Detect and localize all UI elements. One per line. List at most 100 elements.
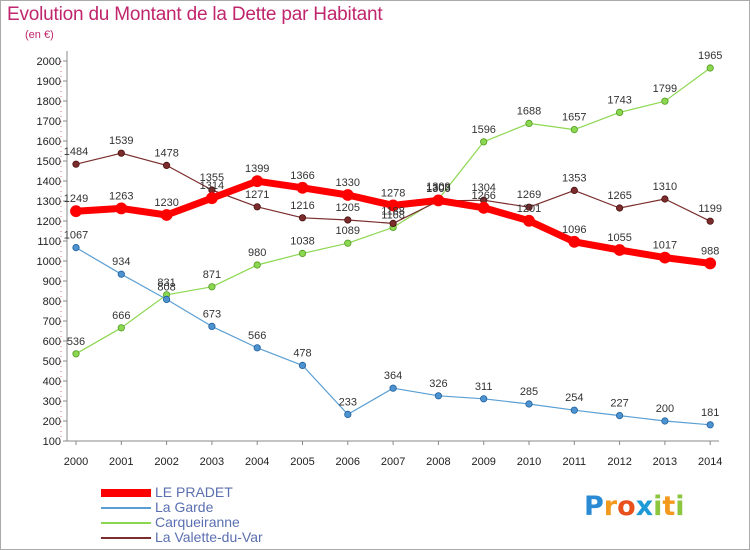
data-label-la-garde: 233	[339, 396, 357, 408]
legend-label: La Garde	[155, 499, 214, 515]
x-tick-label: 2012	[607, 456, 631, 468]
data-label-la-valette-du-var: 1304	[471, 182, 495, 194]
y-tick-label: 700	[43, 316, 61, 328]
data-label-la-valette-du-var: 1478	[154, 147, 178, 159]
data-label-la-garde: 566	[248, 330, 266, 342]
data-point-le-pradet	[387, 199, 400, 212]
data-point-le-pradet	[704, 257, 717, 270]
y-tick-label: 1300	[37, 196, 61, 208]
x-tick-label: 2000	[64, 456, 88, 468]
data-point-la-valette-du-var	[661, 195, 669, 203]
data-point-carqueiranne	[117, 324, 125, 332]
data-point-le-pradet	[160, 209, 173, 221]
data-point-la-garde	[72, 244, 80, 252]
x-tick-label: 2011	[562, 456, 586, 468]
data-label-le-pradet: 1055	[607, 232, 631, 244]
data-point-carqueiranne	[661, 97, 669, 105]
proxiti-logo: Proxiti	[584, 491, 685, 522]
data-point-carqueiranne	[615, 108, 624, 117]
y-tick-label: 2000	[37, 56, 61, 68]
x-tick-label: 2005	[290, 456, 314, 468]
legend-label: Carqueiranne	[155, 514, 240, 530]
x-tick-label: 2006	[336, 456, 360, 468]
data-label-la-valette-du-var: 1216	[290, 200, 314, 212]
data-point-la-garde	[208, 322, 216, 330]
data-label-la-valette-du-var: 1355	[200, 172, 224, 184]
data-point-la-valette-du-var	[570, 186, 578, 194]
x-tick-label: 2013	[653, 456, 677, 468]
data-label-la-valette-du-var: 1269	[517, 189, 541, 201]
data-label-carqueiranne: 1038	[290, 235, 314, 247]
data-point-le-pradet	[341, 189, 354, 201]
data-point-la-valette-du-var	[389, 219, 397, 227]
data-label-carqueiranne: 666	[112, 310, 130, 322]
data-point-carqueiranne	[525, 119, 533, 128]
y-tick-label: 200	[43, 416, 61, 428]
data-label-carqueiranne: 980	[248, 247, 266, 259]
data-label-la-valette-du-var: 1539	[109, 135, 133, 147]
data-point-la-valette-du-var	[298, 214, 307, 222]
x-tick-label: 2004	[245, 456, 269, 468]
y-tick-label: 800	[43, 296, 61, 308]
y-tick-label: 1700	[37, 116, 61, 128]
x-tick-label: 2014	[698, 456, 722, 468]
legend-swatch	[101, 489, 151, 497]
logo-letter: i	[653, 491, 663, 522]
data-label-le-pradet: 1017	[653, 240, 677, 252]
data-point-le-pradet	[205, 192, 218, 205]
data-point-le-pradet	[523, 214, 535, 227]
data-label-carqueiranne: 1168	[381, 209, 405, 221]
data-point-la-garde	[117, 270, 125, 278]
data-point-le-pradet	[613, 244, 626, 256]
data-label-la-garde: 200	[656, 403, 674, 415]
legend-label: LE PRADET	[155, 484, 233, 500]
data-label-le-pradet: 1314	[200, 180, 224, 192]
data-point-le-pradet	[659, 251, 671, 264]
y-tick-label: 1900	[37, 76, 61, 88]
legend-swatch	[101, 522, 151, 524]
data-label-la-garde: 478	[293, 347, 311, 359]
data-label-le-pradet: 1330	[336, 177, 360, 189]
data-point-carqueiranne	[208, 283, 216, 291]
y-tick-label: 1600	[37, 136, 61, 148]
data-point-carqueiranne	[344, 239, 352, 247]
data-point-la-garde	[434, 392, 442, 400]
logo-letter: t	[662, 491, 676, 522]
data-point-la-garde	[298, 361, 307, 369]
data-point-la-garde	[661, 417, 669, 425]
data-point-la-garde	[525, 400, 533, 408]
data-point-le-pradet	[115, 202, 128, 215]
data-label-la-garde: 934	[112, 256, 130, 268]
data-label-carqueiranne: 1688	[517, 105, 541, 117]
y-tick-label: 600	[43, 336, 61, 348]
data-label-la-valette-du-var: 1271	[245, 189, 269, 201]
data-point-carqueiranne	[72, 350, 80, 358]
data-label-la-garde: 227	[610, 398, 628, 410]
y-tick-label: 900	[43, 276, 61, 288]
y-tick-label: 400	[43, 376, 61, 388]
y-tick-label: 1000	[37, 256, 61, 268]
data-point-carqueiranne	[298, 249, 307, 257]
data-label-la-garde: 326	[429, 378, 447, 390]
y-tick-label: 100	[43, 436, 61, 448]
data-label-carqueiranne: 1743	[607, 94, 631, 106]
data-point-la-valette-du-var	[72, 160, 80, 168]
data-label-la-valette-du-var: 1188	[381, 205, 405, 217]
y-tick-label: 1400	[37, 176, 61, 188]
data-point-carqueiranne	[706, 64, 714, 72]
data-label-la-valette-du-var: 1205	[336, 202, 360, 214]
data-point-la-valette-du-var	[525, 203, 533, 211]
data-point-la-garde	[344, 410, 352, 418]
data-label-le-pradet: 1201	[517, 203, 541, 215]
data-point-la-valette-du-var	[253, 203, 261, 211]
data-label-le-pradet: 1366	[290, 170, 314, 182]
x-tick-label: 2001	[109, 456, 133, 468]
data-label-carqueiranne: 1309	[426, 181, 450, 193]
y-tick-label: 1800	[37, 96, 61, 108]
data-point-la-garde	[253, 344, 261, 352]
y-tick-label: 300	[43, 396, 61, 408]
data-label-la-valette-du-var: 1310	[653, 181, 677, 193]
x-tick-label: 2008	[426, 456, 450, 468]
data-label-carqueiranne: 1596	[471, 124, 495, 136]
legend-label: La Valette-du-Var	[155, 529, 263, 545]
